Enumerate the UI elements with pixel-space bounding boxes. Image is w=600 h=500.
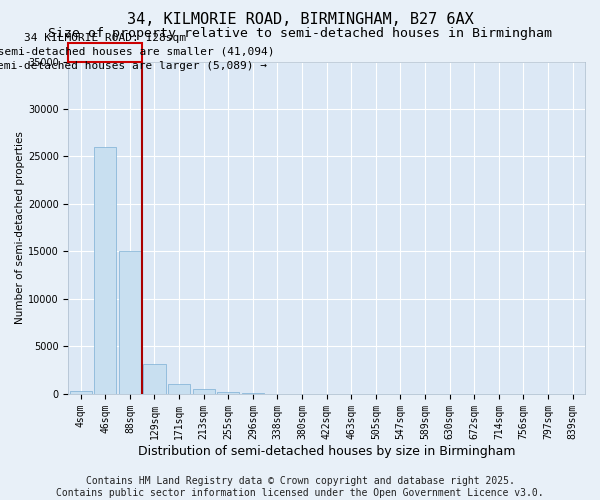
- Text: 34, KILMORIE ROAD, BIRMINGHAM, B27 6AX: 34, KILMORIE ROAD, BIRMINGHAM, B27 6AX: [127, 12, 473, 28]
- Bar: [70, 391, 92, 394]
- Bar: [217, 392, 239, 394]
- Text: 34 KILMORIE ROAD: 128sqm
← 89% of semi-detached houses are smaller (41,094)
11% : 34 KILMORIE ROAD: 128sqm ← 89% of semi-d…: [0, 33, 274, 71]
- X-axis label: Distribution of semi-detached houses by size in Birmingham: Distribution of semi-detached houses by …: [138, 444, 515, 458]
- Bar: [193, 389, 215, 394]
- Y-axis label: Number of semi-detached properties: Number of semi-detached properties: [15, 132, 25, 324]
- Bar: [168, 384, 190, 394]
- Text: Size of property relative to semi-detached houses in Birmingham: Size of property relative to semi-detach…: [48, 28, 552, 40]
- Bar: [119, 252, 141, 394]
- Text: Contains HM Land Registry data © Crown copyright and database right 2025.
Contai: Contains HM Land Registry data © Crown c…: [56, 476, 544, 498]
- Bar: [94, 147, 116, 394]
- Bar: [242, 393, 264, 394]
- Bar: [143, 364, 166, 394]
